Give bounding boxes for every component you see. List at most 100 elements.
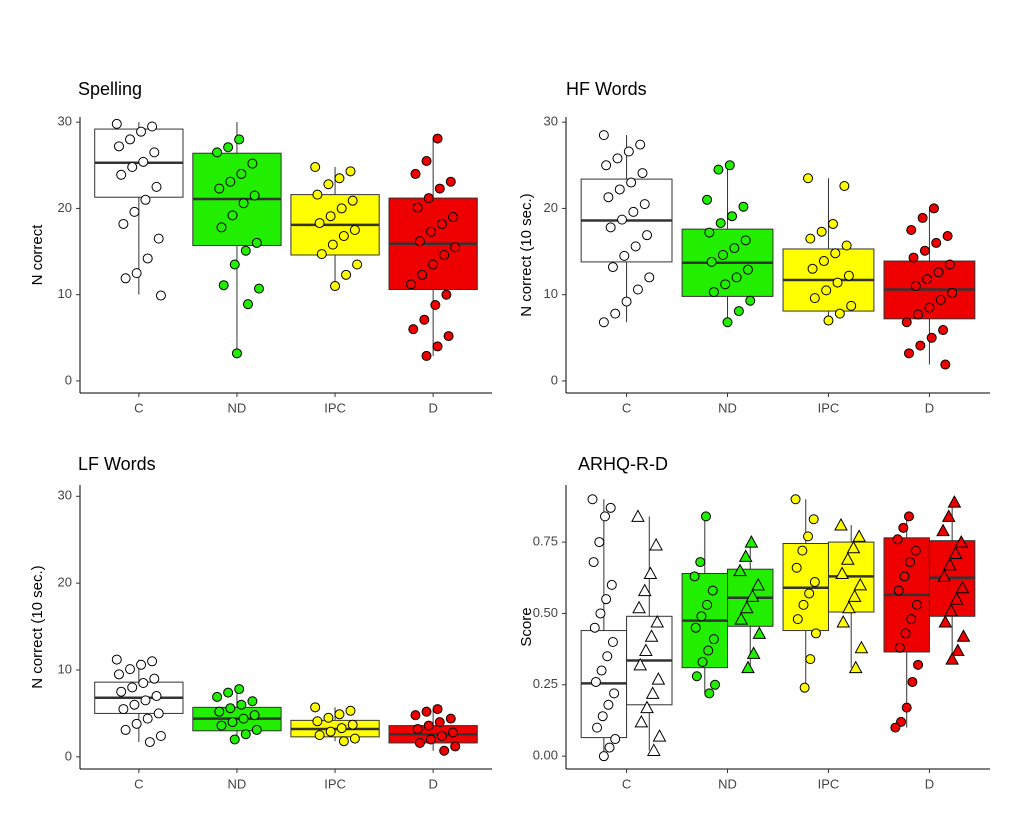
point [828,218,839,229]
point [323,712,334,723]
point [644,272,655,283]
point [610,308,621,319]
point [906,224,917,235]
x-tick-label: C [134,776,143,791]
point [589,622,600,633]
point [944,259,955,270]
point [212,691,223,702]
point [842,600,856,614]
point [950,643,965,657]
point [147,656,158,667]
point [312,189,323,200]
point [890,722,901,733]
point [942,231,953,242]
point [944,603,958,617]
point [834,517,848,531]
point [792,614,803,625]
point [834,308,845,319]
point [605,222,616,233]
y-tick-label: 30 [544,114,558,129]
point [136,126,147,137]
point [941,509,956,522]
point [943,557,957,571]
point [642,230,653,241]
point [751,577,766,591]
point [111,118,122,129]
point [229,734,240,745]
point [140,695,151,706]
y-axis-label: Score [518,607,535,646]
point [836,614,851,628]
y-tick-label: 10 [58,286,72,301]
point [746,646,761,659]
y-tick-label: 0 [65,748,72,763]
point [936,523,950,537]
point [602,651,613,662]
point [707,585,718,596]
point [632,600,646,614]
point [646,743,661,756]
point [450,242,461,253]
point [349,224,360,235]
point [214,706,225,717]
point [621,296,632,307]
point [212,147,223,158]
point [797,545,808,556]
point [898,522,909,533]
point [651,672,666,685]
point [631,509,645,522]
point [603,192,614,203]
point [818,256,829,267]
point [225,176,236,187]
point [316,249,327,260]
point [410,168,421,179]
point [843,270,854,281]
point [605,502,616,513]
point [804,588,815,599]
point [931,237,942,248]
point [408,324,419,335]
point [708,634,719,645]
x-tick-label: ND [718,776,737,791]
point [809,577,820,588]
point [900,628,911,639]
point [448,727,459,738]
point [414,737,425,748]
y-tick-label: 0.00 [533,748,558,763]
point [835,566,849,579]
point [349,733,360,744]
point [590,676,601,687]
point [803,531,814,542]
point [949,592,964,605]
point [650,614,665,628]
point [724,160,735,171]
point [840,552,855,565]
point [790,494,801,505]
point [432,133,443,144]
point [926,332,937,343]
point [717,250,728,260]
point [240,245,251,256]
point [639,643,653,657]
point [805,654,816,665]
point [745,295,756,306]
chart-title: ARHQ-R-D [578,454,668,474]
point [739,600,754,614]
point [601,594,612,605]
point [312,716,323,727]
point [140,194,151,205]
point [338,736,349,747]
y-tick-label: 0.50 [533,605,558,620]
point [234,134,245,145]
point [917,212,928,223]
point [155,730,166,741]
x-tick-label: ND [718,400,737,415]
point [846,540,861,554]
point [330,281,341,292]
point [425,226,436,237]
point [419,314,430,325]
point [708,287,719,298]
x-tick-label: D [925,400,934,415]
point [731,272,742,283]
